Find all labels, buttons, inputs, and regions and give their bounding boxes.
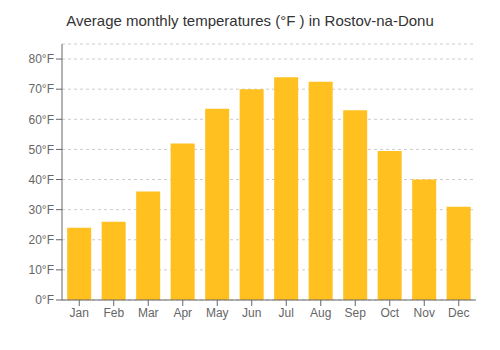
svg-text:20°F: 20°F xyxy=(29,233,54,247)
svg-text:Dec: Dec xyxy=(448,306,469,320)
svg-text:Jan: Jan xyxy=(70,306,89,320)
svg-text:60°F: 60°F xyxy=(29,113,54,127)
svg-text:40°F: 40°F xyxy=(29,173,54,187)
svg-text:0°F: 0°F xyxy=(35,293,54,307)
svg-text:50°F: 50°F xyxy=(29,143,54,157)
svg-text:10°F: 10°F xyxy=(29,263,54,277)
svg-text:Sep: Sep xyxy=(345,306,367,320)
svg-text:70°F: 70°F xyxy=(29,82,54,96)
svg-text:Nov: Nov xyxy=(414,306,435,320)
svg-text:Apr: Apr xyxy=(173,306,192,320)
svg-text:Jun: Jun xyxy=(242,306,261,320)
svg-text:Feb: Feb xyxy=(103,306,124,320)
svg-text:Jul: Jul xyxy=(279,306,294,320)
html-text:Average monthly temperatures (: Average monthly temperatures (°F ) in Ro… xyxy=(66,12,434,29)
svg-text:Oct: Oct xyxy=(380,306,399,320)
svg-text:May: May xyxy=(206,306,229,320)
svg-text:30°F: 30°F xyxy=(29,203,54,217)
svg-text:80°F: 80°F xyxy=(29,52,54,66)
svg-text:Aug: Aug xyxy=(310,306,331,320)
svg-text:Mar: Mar xyxy=(138,306,159,320)
